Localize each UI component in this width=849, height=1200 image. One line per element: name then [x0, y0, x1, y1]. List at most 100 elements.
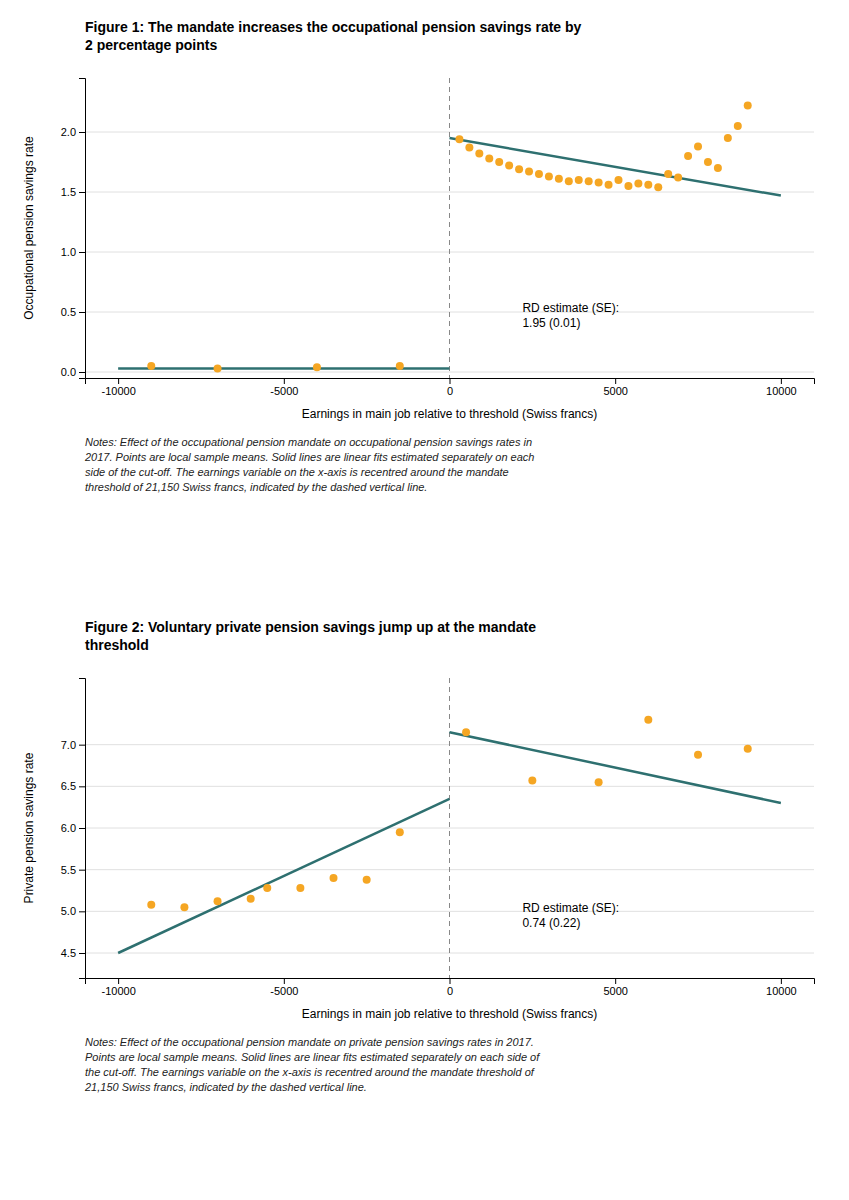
point — [555, 175, 563, 183]
plot-area: -10000-500005000100000.00.51.01.52.0Earn… — [22, 78, 815, 421]
point — [147, 362, 155, 370]
point — [535, 170, 543, 178]
tick: 6.5 — [61, 780, 85, 792]
tick-mark — [79, 132, 85, 133]
tick: -5000 — [270, 978, 298, 997]
text-line: 2017. Points are local sample means. Sol… — [84, 451, 534, 463]
chart-panel: Figure 1: The mandate increases the occu… — [22, 19, 815, 493]
tick: 5.5 — [61, 864, 85, 876]
tick-mark — [79, 953, 85, 954]
point — [147, 901, 155, 909]
annotation: RD estimate (SE):1.95 (0.01) — [522, 301, 619, 330]
point — [644, 716, 652, 724]
tick-label: 0.0 — [61, 366, 76, 378]
point — [654, 183, 662, 191]
point — [694, 142, 702, 150]
text-line: Notes: Effect of the occupational pensio… — [85, 436, 532, 448]
x-axis: -10000-50000500010000 — [86, 378, 815, 397]
point — [528, 777, 536, 785]
tick-mark — [781, 378, 782, 384]
tick-label: 10000 — [766, 385, 797, 397]
point — [644, 181, 652, 189]
tick: 1.5 — [61, 186, 85, 198]
tick-label: 6.5 — [61, 780, 76, 792]
tick-label: 1.5 — [61, 186, 76, 198]
point — [744, 102, 752, 110]
tick: 2.0 — [61, 126, 85, 138]
tick-label: -10000 — [102, 985, 136, 997]
text-line: Figure 1: The mandate increases the occu… — [85, 19, 582, 35]
point — [330, 874, 338, 882]
tick-label: -5000 — [270, 985, 298, 997]
text-line: Points are local sample means. Solid lin… — [85, 1051, 540, 1063]
point — [595, 178, 603, 186]
point — [396, 362, 404, 370]
grid-line — [85, 372, 814, 373]
tick: 4.5 — [61, 947, 85, 959]
text-line: threshold — [85, 637, 149, 653]
point — [495, 158, 503, 166]
tick-mark — [284, 378, 285, 384]
axis-line — [79, 679, 86, 979]
point — [313, 363, 321, 371]
text-line: the cut-off. The earnings variable on th… — [85, 1066, 535, 1078]
point — [263, 884, 271, 892]
reference-line — [449, 678, 450, 978]
y-axis-title: Private pension savings rate — [22, 752, 36, 903]
tick: 5.0 — [61, 905, 85, 917]
tick: 10000 — [766, 978, 797, 997]
marks — [118, 678, 781, 978]
text-line: RD estimate (SE): — [522, 901, 619, 915]
point — [575, 176, 583, 184]
point — [634, 180, 642, 188]
point — [674, 174, 682, 182]
chart-canvas: Figure 1: The mandate increases the occu… — [0, 0, 849, 1200]
point — [744, 745, 752, 753]
text-line: Notes: Effect of the occupational pensio… — [85, 1036, 534, 1048]
tick-mark — [79, 372, 85, 373]
point — [614, 176, 622, 184]
tick: 7.0 — [61, 739, 85, 751]
axis-line — [86, 979, 815, 985]
reference-line — [449, 78, 450, 378]
tick-mark — [450, 378, 451, 384]
tick-mark — [615, 978, 616, 984]
fit-line — [118, 799, 449, 953]
x-axis-title: Earnings in main job relative to thresho… — [302, 407, 597, 421]
text-line: Figure 2: Voluntary private pension savi… — [85, 619, 536, 635]
text-line: 1.95 (0.01) — [522, 316, 580, 330]
grid-line — [85, 828, 814, 829]
grid-line — [85, 911, 814, 912]
tick-mark — [781, 978, 782, 984]
tick-mark — [79, 312, 85, 313]
tick: 0.0 — [61, 366, 85, 378]
point — [525, 168, 533, 176]
tick-label: 7.0 — [61, 739, 76, 751]
tick: 0.5 — [61, 306, 85, 318]
tick: -10000 — [102, 978, 136, 997]
point — [214, 364, 222, 372]
point — [505, 162, 513, 170]
point — [624, 182, 632, 190]
point — [694, 751, 702, 759]
point — [475, 150, 483, 158]
tick-label: 5000 — [603, 985, 627, 997]
tick: 10000 — [766, 378, 797, 397]
tick-mark — [79, 786, 85, 787]
tick-mark — [79, 828, 85, 829]
tick: 0 — [447, 378, 453, 397]
point — [180, 903, 188, 911]
text-line: 21,150 Swiss francs, indicated by the da… — [84, 1081, 367, 1093]
tick-label: 0 — [447, 985, 453, 997]
tick: 5000 — [603, 378, 627, 397]
point — [664, 170, 672, 178]
point — [455, 135, 463, 143]
point — [704, 158, 712, 166]
tick-label: 0 — [447, 385, 453, 397]
point — [515, 165, 523, 173]
point — [595, 778, 603, 786]
tick: 0 — [447, 978, 453, 997]
point — [214, 897, 222, 905]
marks — [118, 78, 781, 378]
tick: 5000 — [603, 978, 627, 997]
